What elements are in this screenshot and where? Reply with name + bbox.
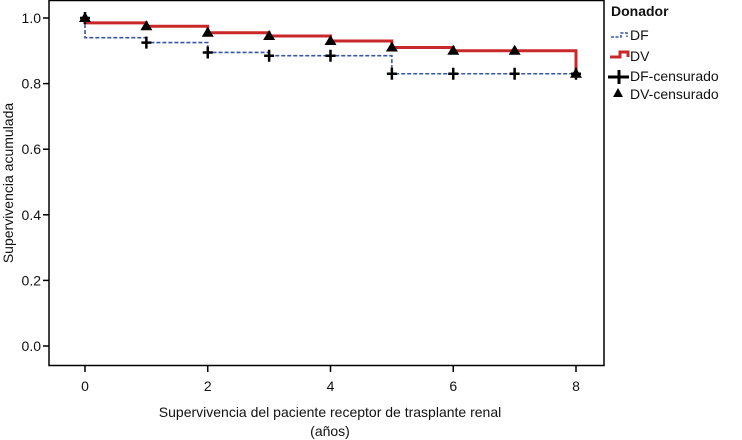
legend: Donador DF DV DF-censurado DV-censurado [608, 3, 719, 102]
censor-marker-dv [140, 20, 153, 31]
legend-df-label: DF [630, 27, 649, 43]
censor-marker-dv [570, 67, 582, 78]
y-tick-label: 0.4 [22, 207, 42, 223]
legend-df-censored-label: DF-censurado [630, 68, 719, 84]
x-axis-label-unit: (años) [310, 423, 350, 439]
censor-marker-dv [508, 44, 521, 55]
censor-marker-df [509, 67, 520, 80]
y-tick-label: 0.0 [22, 338, 42, 354]
x-tick-label: 8 [572, 378, 580, 394]
y-tick-label: 1.0 [22, 10, 42, 26]
censor-marker-dv [324, 34, 337, 45]
censor-marker-df [141, 36, 152, 49]
series-line-dv [83, 18, 578, 74]
x-tick-label: 4 [327, 378, 335, 394]
x-tick-label: 2 [204, 378, 212, 394]
censor-marker-dv [201, 26, 214, 37]
y-tick-label: 0.6 [22, 141, 42, 157]
x-tick-label: 6 [449, 378, 457, 394]
legend-dv-label: DV [630, 48, 650, 64]
censor-marker-df [325, 49, 336, 62]
legend-dv-line [610, 50, 630, 59]
legend-dv-censored-marker [613, 88, 623, 97]
y-axis-label: Supervivencia acumulada [0, 103, 16, 264]
censor-marker-df [448, 67, 459, 80]
censor-marker-dv [263, 30, 276, 41]
censor-marker-df [264, 49, 275, 62]
censor-marker-df [386, 67, 397, 80]
censor-marker-dv [447, 44, 460, 55]
censor-marker-dv [385, 41, 398, 52]
censor-marker-dv [79, 12, 91, 22]
legend-dv-censored-label: DV-censurado [630, 86, 719, 102]
x-tick-label: 0 [81, 378, 89, 394]
legend-title: Donador [611, 3, 669, 19]
legend-df-line [611, 32, 628, 38]
legend-df-censored-marker [608, 70, 629, 84]
plot-frame [48, 0, 605, 367]
y-tick-label: 0.2 [22, 272, 42, 288]
censor-marker-df [202, 46, 213, 59]
y-tick-label: 0.8 [22, 76, 42, 92]
x-axis-label: Supervivencia del paciente receptor de t… [159, 404, 501, 420]
